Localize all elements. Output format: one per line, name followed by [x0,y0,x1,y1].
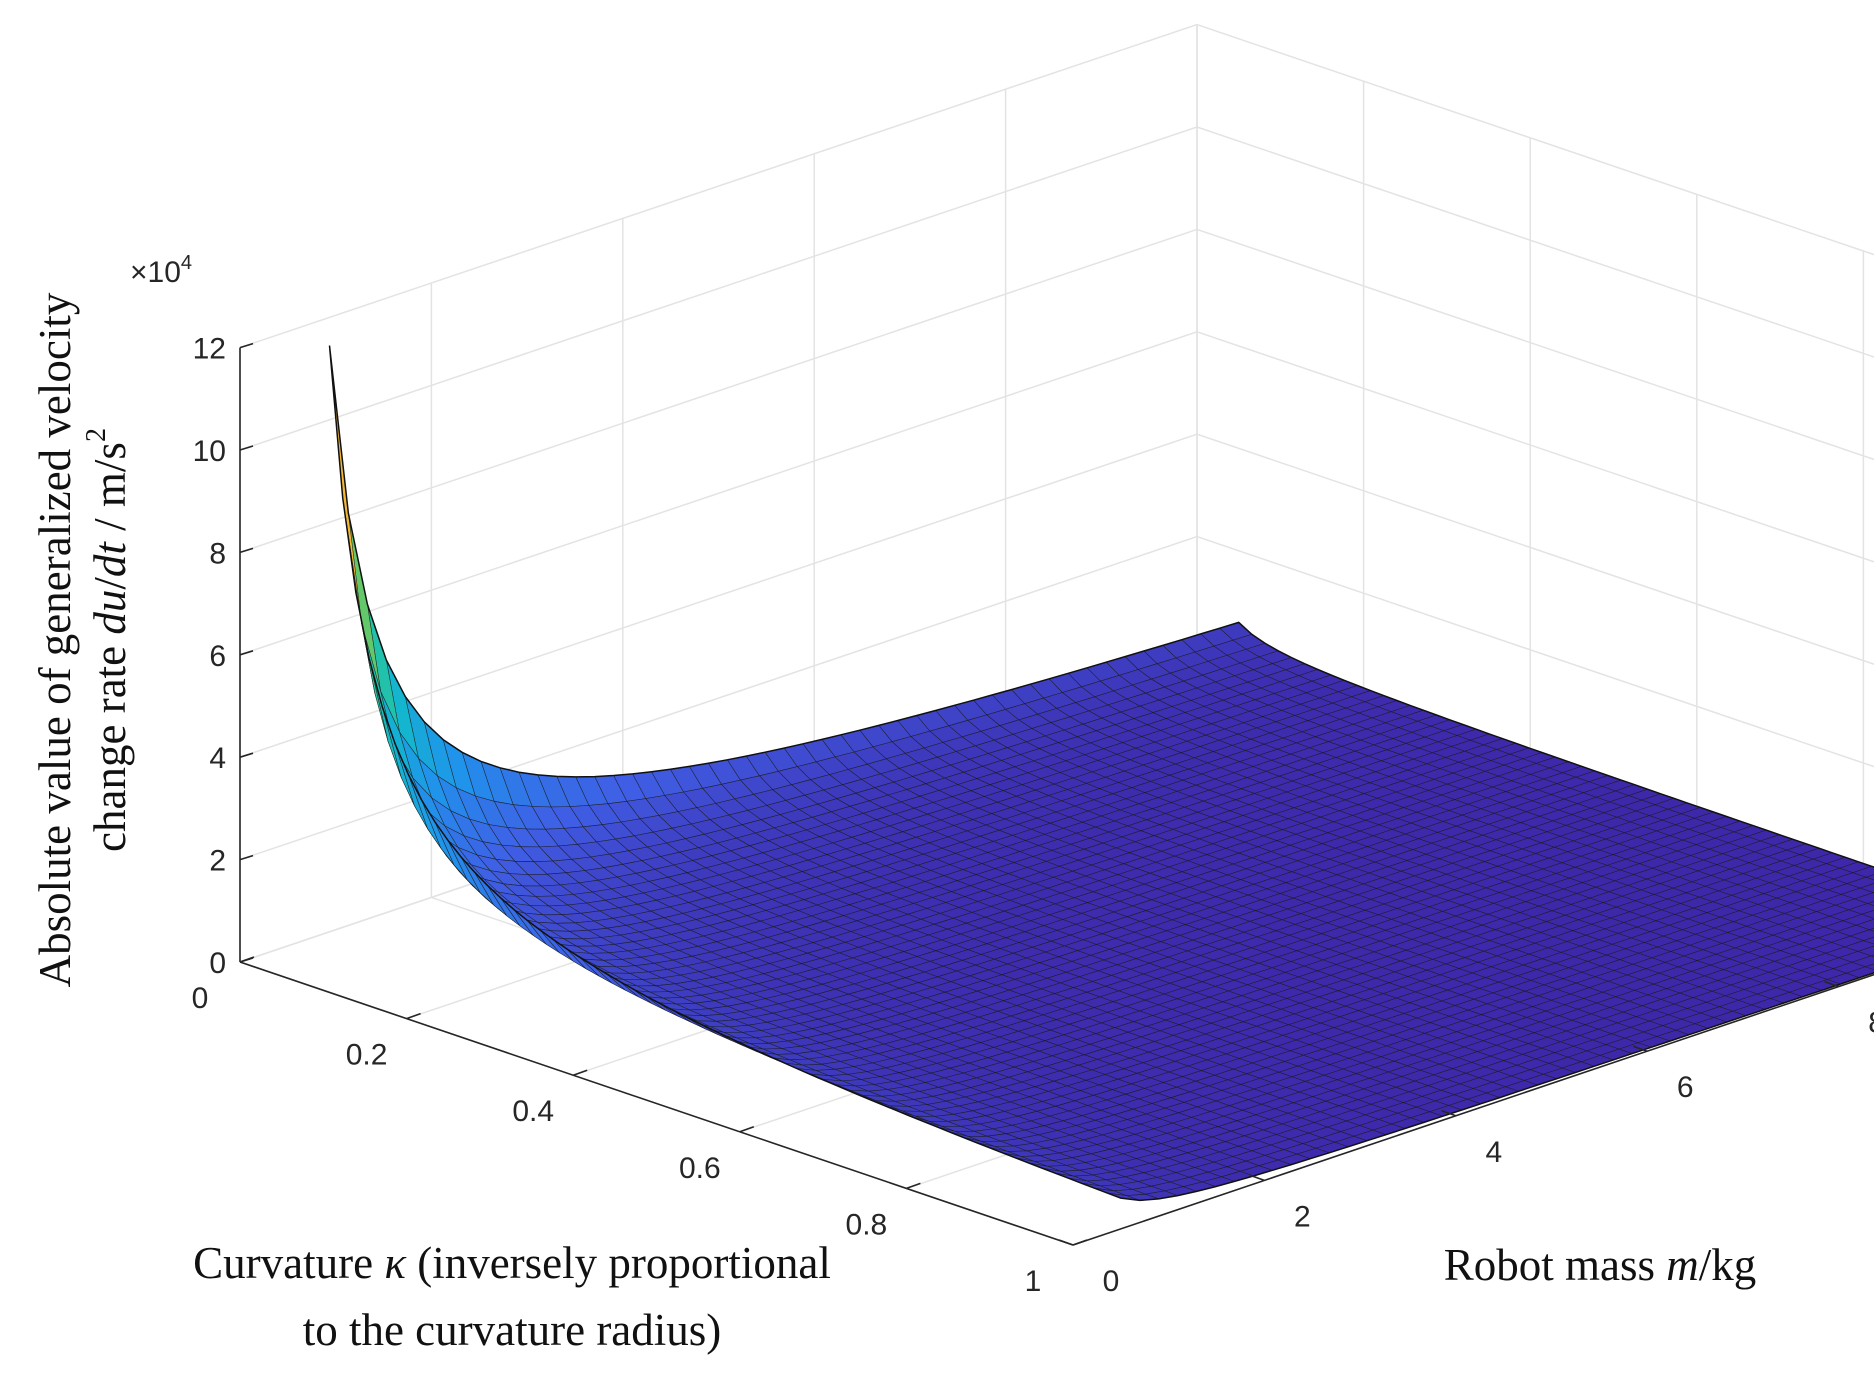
z-tick-label: 4 [209,742,226,775]
grid-line [239,535,1198,861]
x-axis-title-line1: Curvature κ (inversely proportional [193,1238,831,1288]
grid-line [1196,433,1874,665]
y-axis-title: Robot mass m/kg [1444,1240,1757,1290]
z-tick-label: 6 [209,640,226,673]
x-tick-label: 0.2 [346,1039,388,1072]
z-tick-mark [239,342,254,349]
x-tick-mark [406,1012,421,1020]
x-tick-mark [906,1182,921,1190]
y-tick-label: 2 [1294,1200,1311,1233]
y-tick-mark [1824,980,1839,988]
z-tick-mark [239,547,254,554]
y-axis-line [1072,973,1874,1246]
grid-line [1196,126,1874,358]
grid-line [1196,23,1874,256]
y-tick-label: 0 [1103,1265,1120,1298]
x-tick-mark [1072,1239,1088,1246]
y-tick-label: 6 [1677,1071,1694,1104]
y-tick-label: 4 [1485,1136,1502,1169]
z-tick-mark [239,854,254,861]
z-tick-mark [239,650,254,656]
surface-patch [1864,963,1874,971]
grid-line [1196,331,1874,563]
x-tick-mark [239,956,255,963]
y-tick-mark [1250,1174,1265,1182]
surface-patch [1865,874,1874,881]
x-tick-label: 0.4 [512,1095,554,1128]
y-tick-mark [1058,1239,1074,1246]
y-tick-mark [1632,1045,1648,1052]
grid-line [239,228,1198,554]
z-tick-mark [239,752,254,758]
x-tick-label: 0 [192,982,209,1015]
x-tick-label: 0.6 [679,1152,721,1185]
grid-line [1196,228,1874,461]
z-tick-label: 2 [209,845,226,878]
z-tick-label: 0 [209,947,226,980]
z-tick-mark [239,445,254,451]
surface-outline [328,345,1874,1202]
grid-line [239,126,1198,451]
surface-patch [1866,901,1874,906]
x-axis-line [239,961,1074,1246]
y-tick-mark [1441,1110,1457,1117]
z-axis-title: Absolute value of generalized velocity c… [30,292,135,987]
grid-line [1196,535,1874,768]
x-tick-label: 0.8 [846,1208,888,1241]
z-tick-label: 8 [209,537,226,570]
x-tick-mark [572,1069,588,1076]
z-axis-title-line2: change rate du/dt / m/s2 [81,428,135,852]
z-exponent-label: ×104 [130,252,192,289]
z-axis-title-line1: Absolute value of generalized velocity [30,292,80,987]
y-tick-label: 8 [1868,1007,1874,1040]
z-tick-label: 10 [193,435,226,468]
x-tick-mark [739,1126,755,1133]
z-tick-label: 12 [193,333,226,366]
surface-plot [328,345,1874,1202]
grid-line [239,331,1198,656]
grid-line [239,23,1198,349]
x-tick-label: 1 [1025,1265,1042,1298]
axis-lines [239,342,1874,1246]
x-axis-title-line2: to the curvature radius) [303,1305,722,1355]
surface-patch [1868,927,1874,932]
